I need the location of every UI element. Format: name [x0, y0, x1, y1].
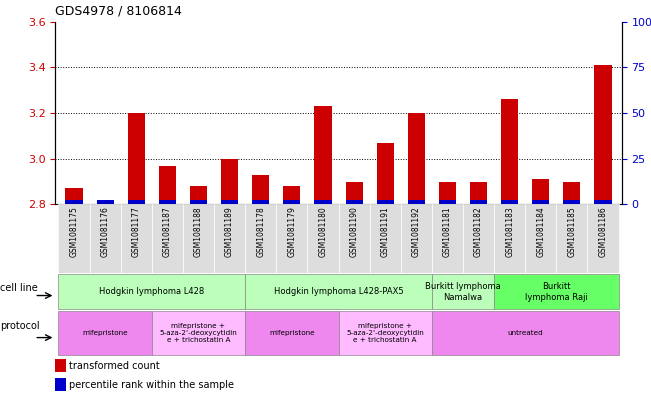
Bar: [283, 186, 300, 204]
Bar: [432, 311, 618, 355]
Bar: [314, 106, 331, 204]
Bar: [533, 200, 549, 204]
Bar: [159, 200, 176, 204]
Bar: [66, 200, 83, 204]
Bar: [283, 200, 300, 204]
Text: GSM1081192: GSM1081192: [412, 206, 421, 257]
Bar: [59, 204, 90, 273]
Bar: [120, 204, 152, 273]
Bar: [439, 200, 456, 204]
Text: GSM1081187: GSM1081187: [163, 206, 172, 257]
Bar: [339, 204, 370, 273]
Text: GSM1081184: GSM1081184: [536, 206, 546, 257]
Bar: [152, 311, 245, 355]
Text: mifepristone +
5-aza-2'-deoxycytidin
e + trichostatin A: mifepristone + 5-aza-2'-deoxycytidin e +…: [346, 323, 424, 343]
Bar: [408, 113, 425, 204]
Bar: [587, 204, 618, 273]
Text: GSM1081175: GSM1081175: [70, 206, 79, 257]
Text: mifepristone +
5-aza-2'-deoxycytidin
e + trichostatin A: mifepristone + 5-aza-2'-deoxycytidin e +…: [159, 323, 238, 343]
Text: GSM1081180: GSM1081180: [318, 206, 327, 257]
Text: transformed count: transformed count: [70, 361, 160, 371]
Text: GSM1081181: GSM1081181: [443, 206, 452, 257]
Text: Hodgkin lymphoma L428: Hodgkin lymphoma L428: [99, 287, 204, 296]
Text: GSM1081176: GSM1081176: [101, 206, 109, 257]
Bar: [557, 204, 587, 273]
Bar: [221, 200, 238, 204]
Text: mifepristone: mifepristone: [269, 330, 314, 336]
Bar: [214, 204, 245, 273]
Bar: [307, 204, 339, 273]
Bar: [128, 113, 145, 204]
Bar: [55, 378, 66, 391]
Text: mifepristone: mifepristone: [82, 330, 128, 336]
Bar: [525, 204, 557, 273]
Bar: [190, 200, 207, 204]
Bar: [463, 204, 494, 273]
Bar: [470, 200, 487, 204]
Bar: [59, 274, 245, 309]
Bar: [494, 274, 618, 309]
Text: GSM1081179: GSM1081179: [287, 206, 296, 257]
Bar: [245, 274, 432, 309]
Bar: [494, 204, 525, 273]
Text: cell line: cell line: [0, 283, 38, 293]
Bar: [90, 204, 120, 273]
Bar: [594, 65, 611, 204]
Bar: [408, 200, 425, 204]
Text: Hodgkin lymphoma L428-PAX5: Hodgkin lymphoma L428-PAX5: [273, 287, 404, 296]
Text: GSM1081190: GSM1081190: [350, 206, 359, 257]
Bar: [594, 200, 611, 204]
Bar: [501, 200, 518, 204]
Bar: [152, 204, 183, 273]
Bar: [370, 204, 401, 273]
Bar: [377, 143, 394, 204]
Text: GSM1081177: GSM1081177: [132, 206, 141, 257]
Bar: [190, 186, 207, 204]
Bar: [432, 274, 494, 309]
Bar: [346, 182, 363, 204]
Text: GSM1081178: GSM1081178: [256, 206, 265, 257]
Bar: [470, 182, 487, 204]
Bar: [501, 99, 518, 204]
Bar: [339, 311, 432, 355]
Text: percentile rank within the sample: percentile rank within the sample: [70, 380, 234, 390]
Bar: [252, 200, 270, 204]
Bar: [183, 204, 214, 273]
Text: GSM1081191: GSM1081191: [381, 206, 390, 257]
Bar: [252, 174, 270, 204]
Bar: [314, 200, 331, 204]
Bar: [563, 182, 581, 204]
Text: GSM1081185: GSM1081185: [568, 206, 576, 257]
Text: GSM1081186: GSM1081186: [598, 206, 607, 257]
Text: protocol: protocol: [0, 321, 40, 331]
Text: GSM1081189: GSM1081189: [225, 206, 234, 257]
Bar: [276, 204, 307, 273]
Text: Burkitt lymphoma
Namalwa: Burkitt lymphoma Namalwa: [425, 282, 501, 301]
Bar: [563, 200, 581, 204]
Bar: [66, 188, 83, 204]
Text: GSM1081188: GSM1081188: [194, 206, 203, 257]
Text: GSM1081183: GSM1081183: [505, 206, 514, 257]
Bar: [96, 200, 114, 204]
Bar: [401, 204, 432, 273]
Bar: [59, 311, 152, 355]
Bar: [245, 311, 339, 355]
Bar: [346, 200, 363, 204]
Bar: [221, 159, 238, 204]
Bar: [533, 179, 549, 204]
Bar: [432, 204, 463, 273]
Bar: [128, 200, 145, 204]
Bar: [159, 165, 176, 204]
Bar: [55, 359, 66, 373]
Bar: [439, 182, 456, 204]
Text: untreated: untreated: [507, 330, 543, 336]
Bar: [377, 200, 394, 204]
Bar: [245, 204, 276, 273]
Text: GSM1081182: GSM1081182: [474, 206, 483, 257]
Text: Burkitt
lymphoma Raji: Burkitt lymphoma Raji: [525, 282, 588, 301]
Text: GDS4978 / 8106814: GDS4978 / 8106814: [55, 5, 182, 18]
